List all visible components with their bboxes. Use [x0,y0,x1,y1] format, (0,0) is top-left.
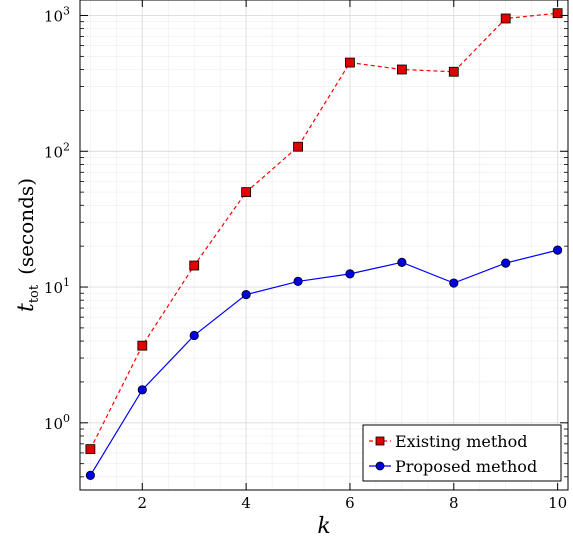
y-tick-label: 101 [44,276,70,297]
series-layer [85,8,563,480]
y-tick-exponent: 1 [63,276,70,289]
y-axis-label: ttot (seconds) [14,178,42,312]
data-point-square [448,66,459,77]
svg-text:ttot(seconds): ttot (seconds) [14,178,42,312]
y-tick-exponent: 3 [63,4,70,17]
data-point-circle [293,276,303,287]
data-point-square [500,13,511,24]
y-axis-symbol: t [14,303,39,312]
legend-box [362,424,562,482]
data-point-circle [137,385,147,395]
data-point-square [85,444,96,455]
x-tick-label: 6 [345,494,355,512]
data-point-circle [85,470,95,480]
data-point-circle [345,269,355,279]
x-tick-label: 10 [548,494,567,512]
data-point-circle [397,257,407,267]
y-tick-exponent: 0 [63,412,70,425]
plot-frame [79,0,569,491]
data-point-square [552,8,563,19]
data-point-circle [501,258,511,268]
data-point-square [189,260,200,271]
y-axis-subscript: tot [27,284,42,303]
y-tick-base: 10 [44,143,63,161]
y-tick-label: 103 [44,4,70,25]
y-tick-exponent: 2 [63,140,70,153]
series-line-0 [89,12,558,450]
legend: Existing method Proposed method [362,424,562,482]
data-point-square [345,57,355,68]
series-line-1 [89,249,558,476]
y-tick-base: 10 [44,279,63,297]
data-point-square [241,187,252,198]
y-tick-label: 102 [44,140,70,161]
y-axis-unit: (seconds) [14,178,38,275]
data-point-circle [241,289,251,300]
x-tick-label: 4 [241,494,251,512]
data-point-circle [553,245,563,255]
legend-label-existing: Existing method [395,432,527,451]
data-point-square [293,141,303,152]
ticks [80,0,568,490]
y-tick-label: 100 [44,412,70,433]
data-point-square [396,64,407,75]
data-point-circle [449,278,459,288]
x-tick-label: 2 [138,494,148,512]
legend-label-proposed: Proposed method [395,457,537,476]
x-tick-label: 8 [449,494,459,512]
major-grid [80,0,568,490]
data-point-square [137,340,148,351]
data-point-circle [189,330,199,341]
legend-marker-existing [375,436,385,446]
legend-marker-proposed [375,461,385,471]
x-axis-label: k [317,514,330,539]
y-tick-base: 10 [44,7,63,25]
y-tick-base: 10 [44,415,63,433]
